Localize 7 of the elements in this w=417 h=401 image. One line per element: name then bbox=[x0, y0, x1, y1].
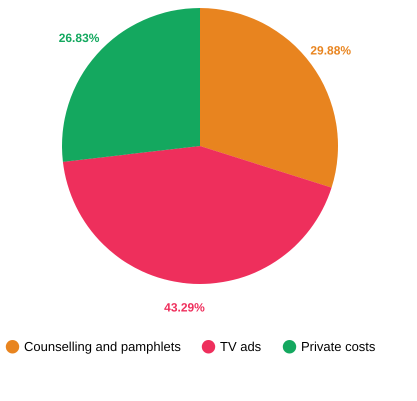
legend-label: Counselling and pamphlets bbox=[24, 338, 182, 354]
data-label: 29.88% bbox=[310, 43, 352, 58]
legend-label: Private costs bbox=[301, 338, 376, 354]
data-label: 26.83% bbox=[58, 31, 100, 46]
legend-label: TV ads bbox=[220, 338, 262, 354]
data-label: 43.29% bbox=[164, 300, 206, 314]
pie-slice bbox=[62, 146, 332, 284]
